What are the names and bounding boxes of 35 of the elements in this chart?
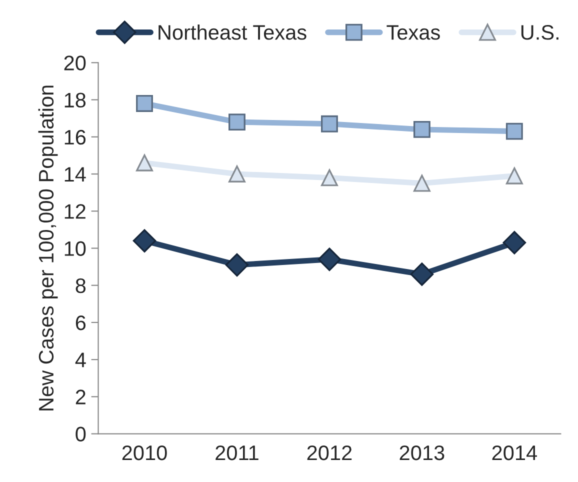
point [228,166,246,182]
y-tick-label: 2 [76,390,86,404]
y-tick-label: 18 [64,92,86,108]
point [132,229,156,252]
legend-label: Northeast Texas [158,24,306,40]
legend-label: U.S. [521,25,558,40]
y-tick-label: 20 [64,56,86,70]
point [228,114,246,131]
point [136,95,153,112]
point [506,122,523,140]
point [320,115,338,132]
y-tick-label: 4 [75,352,86,368]
point [413,174,430,192]
point [320,169,338,186]
point [225,253,249,277]
x-tick-label: 2012 [307,445,352,460]
y-tick-label: 12 [64,204,86,219]
point [502,231,526,254]
y-tick-label: 16 [64,130,86,145]
x-tick-label: 2013 [400,445,444,460]
legend-label: Texas [386,25,440,40]
y-tick-label: 6 [76,315,86,330]
y-tick-label: 10 [64,241,86,256]
y-tick-label: 8 [76,278,86,294]
x-tick-label: 2010 [122,445,167,460]
y-tick-label: 0 [76,426,86,442]
point [413,120,430,138]
x-tick-label: 2014 [492,445,537,460]
y-axis-title: New Cases per 100,000 Population [38,86,58,410]
point [506,167,523,184]
point [318,248,342,271]
y-tick-label: 14 [64,167,86,182]
point [136,154,153,172]
x-tick-label: 2011 [216,445,258,460]
point [410,262,434,286]
